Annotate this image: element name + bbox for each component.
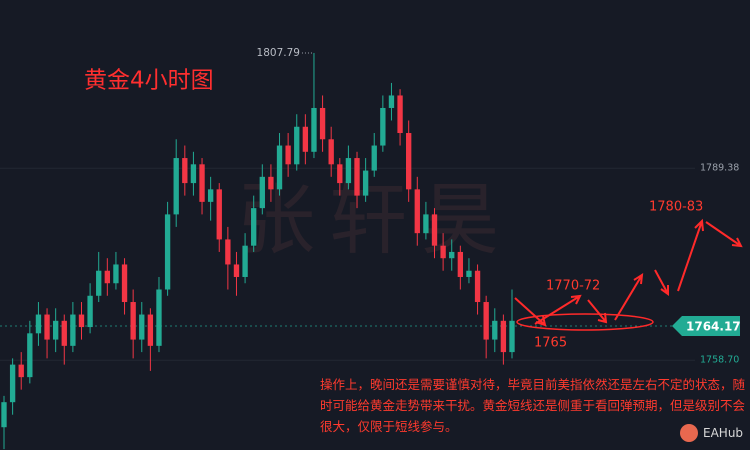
annotation: 1765 [534, 336, 567, 351]
logo-icon [680, 424, 698, 442]
candle-body [483, 302, 489, 340]
candle-body [319, 107, 326, 140]
candle-body [233, 264, 240, 277]
candle-body [354, 158, 360, 196]
candle-body [52, 320, 59, 340]
candle-body [457, 251, 464, 277]
candle-body [276, 145, 283, 190]
candle-body [156, 289, 162, 346]
candle-body [130, 302, 136, 340]
candle-body [362, 170, 369, 196]
arrow [677, 218, 704, 292]
candle-body [104, 270, 110, 284]
candle-body [78, 314, 85, 328]
candle-body [337, 164, 343, 184]
y-tick-label: 1789.38 [700, 163, 739, 174]
candle-body [225, 239, 231, 265]
candle-body [61, 320, 67, 346]
candle-body [328, 139, 334, 165]
candle-body [173, 158, 179, 215]
candle-body [44, 314, 50, 340]
candle-body [87, 295, 93, 328]
candle-body [27, 333, 33, 378]
annotation: 1770-72 [546, 279, 600, 294]
candle-body [70, 314, 76, 346]
candle-body [345, 158, 352, 184]
candle-body [492, 320, 498, 340]
candles [0, 52, 695, 450]
candle-body [302, 126, 309, 152]
candle-body [440, 245, 446, 259]
candle-body [509, 320, 515, 353]
candle-body [182, 158, 188, 184]
arrow [614, 273, 644, 321]
candle-body [371, 145, 377, 171]
target-ellipse [516, 313, 654, 331]
y-tick-label: 1758.70 [700, 355, 739, 366]
candle-body [431, 214, 438, 246]
arrow [534, 294, 582, 325]
candle-body [139, 314, 145, 340]
annotation: 1780-83 [649, 200, 703, 215]
candle-body [121, 264, 128, 303]
chart-title: 黄金4小时图 [84, 68, 214, 94]
logo: EAHub [680, 424, 743, 442]
candle-body [449, 251, 455, 259]
logo-text: EAHub [703, 426, 744, 440]
candle-body [397, 95, 403, 134]
candle-body [406, 133, 412, 190]
candle-body [466, 270, 472, 277]
high-label: 1807.79 [257, 47, 300, 59]
candle-body [423, 214, 429, 234]
arrow [705, 221, 743, 248]
candle-body [251, 208, 257, 246]
candle-body [242, 245, 248, 277]
candle-body [388, 95, 395, 108]
candle-body [113, 264, 119, 284]
candle-body [259, 176, 265, 209]
arrows [514, 218, 743, 331]
candle-body [35, 314, 42, 334]
candle-body [311, 107, 317, 152]
candle-body [1, 402, 7, 428]
last-price-badge [672, 315, 740, 336]
candle-body [190, 164, 197, 184]
candle-body [285, 145, 291, 165]
candle-body [9, 364, 16, 403]
arrow [587, 299, 608, 324]
last-price-label: 1764.17 [686, 319, 741, 333]
candle-body [147, 314, 154, 346]
candle-body [207, 189, 214, 202]
candle-body [500, 320, 507, 353]
candle-body [294, 126, 300, 165]
candle-body [474, 270, 481, 303]
candle-body [268, 176, 274, 190]
candle-body [18, 364, 24, 378]
candle-body [414, 189, 420, 234]
candle-body [216, 189, 222, 240]
candle-body [199, 164, 205, 202]
candle-body [96, 270, 102, 296]
candle-body [164, 214, 171, 290]
analysis-note: 操作上，晚间还是需要谨慎对待，毕竟目前美指依然还是左右不定的状态，随时可能给黄金… [320, 377, 746, 434]
candle-body [380, 107, 386, 146]
arrow [654, 269, 669, 296]
